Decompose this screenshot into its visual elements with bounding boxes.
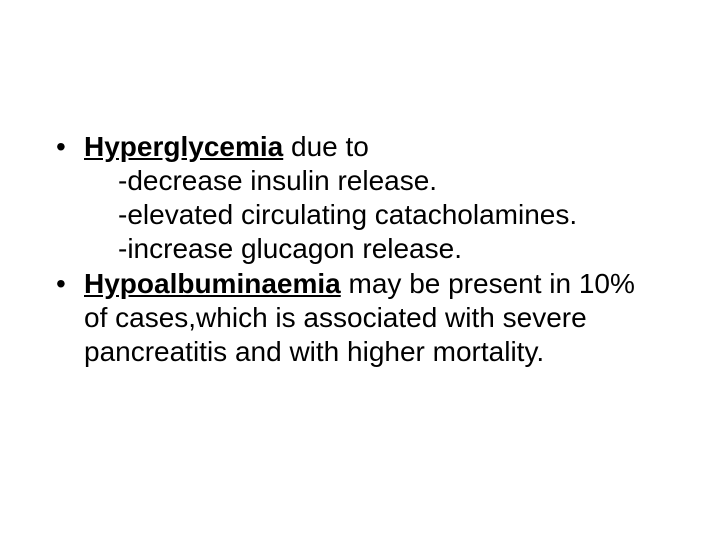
- sub-item: -elevated circulating catacholamines.: [84, 198, 666, 232]
- bullet-item-hypoalbuminaemia: Hypoalbuminaemia may be present in 10% o…: [54, 267, 666, 369]
- term-hypoalbuminaemia: Hypoalbuminaemia: [84, 268, 341, 299]
- bullet-item-hyperglycemia: Hyperglycemia due to -decrease insulin r…: [54, 130, 666, 267]
- bullet-list: Hyperglycemia due to -decrease insulin r…: [54, 130, 666, 369]
- slide: Hyperglycemia due to -decrease insulin r…: [0, 0, 720, 540]
- term-hyperglycemia: Hyperglycemia: [84, 131, 283, 162]
- sub-item: -increase glucagon release.: [84, 232, 666, 266]
- after-term-hyperglycemia: due to: [283, 131, 369, 162]
- sub-item: -decrease insulin release.: [84, 164, 666, 198]
